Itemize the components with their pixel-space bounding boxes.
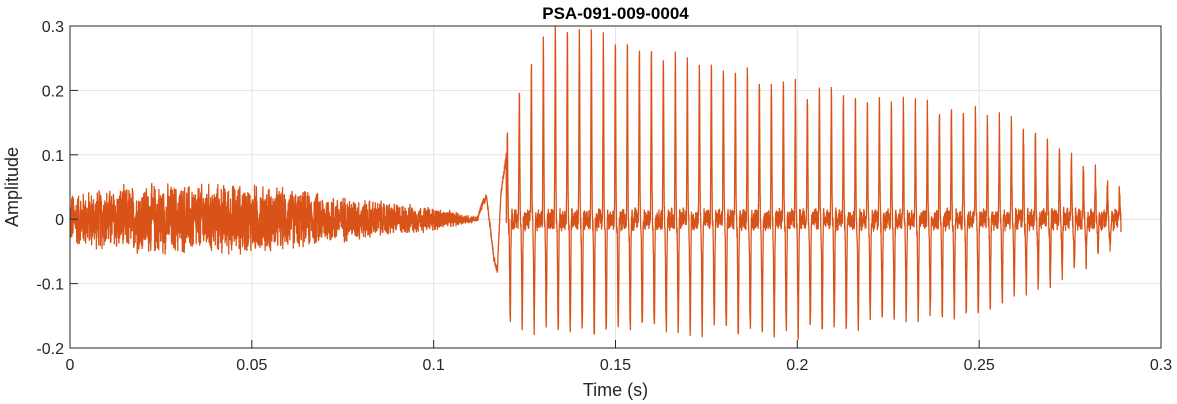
x-tick-label: 0.1 (423, 357, 445, 374)
plot-area (69, 25, 1122, 340)
chart-title: PSA-091-009-0004 (542, 4, 689, 23)
x-tick-label: 0.25 (964, 357, 995, 374)
y-tick-label: 0.1 (42, 148, 64, 165)
x-tick-label: 0.2 (786, 357, 808, 374)
y-tick-label: 0 (55, 212, 64, 229)
y-tick-label: -0.1 (36, 277, 64, 294)
x-tick-label: 0.3 (1150, 357, 1172, 374)
y-axis-label: Amplitude (2, 147, 22, 227)
y-axis-ticks: 0.3 0.2 0.1 0 -0.1 -0.2 (36, 19, 78, 358)
waveform-series (69, 25, 1122, 340)
y-tick-label: 0.3 (42, 19, 64, 36)
x-axis-label: Time (s) (583, 380, 648, 400)
y-tick-label: -0.2 (36, 341, 64, 358)
y-tick-label: 0.2 (42, 83, 64, 100)
x-tick-label: 0 (66, 357, 75, 374)
x-tick-label: 0.15 (600, 357, 631, 374)
x-axis-ticks: 0 0.05 0.1 0.15 0.2 0.25 0.3 (66, 340, 1172, 374)
x-tick-label: 0.05 (236, 357, 267, 374)
